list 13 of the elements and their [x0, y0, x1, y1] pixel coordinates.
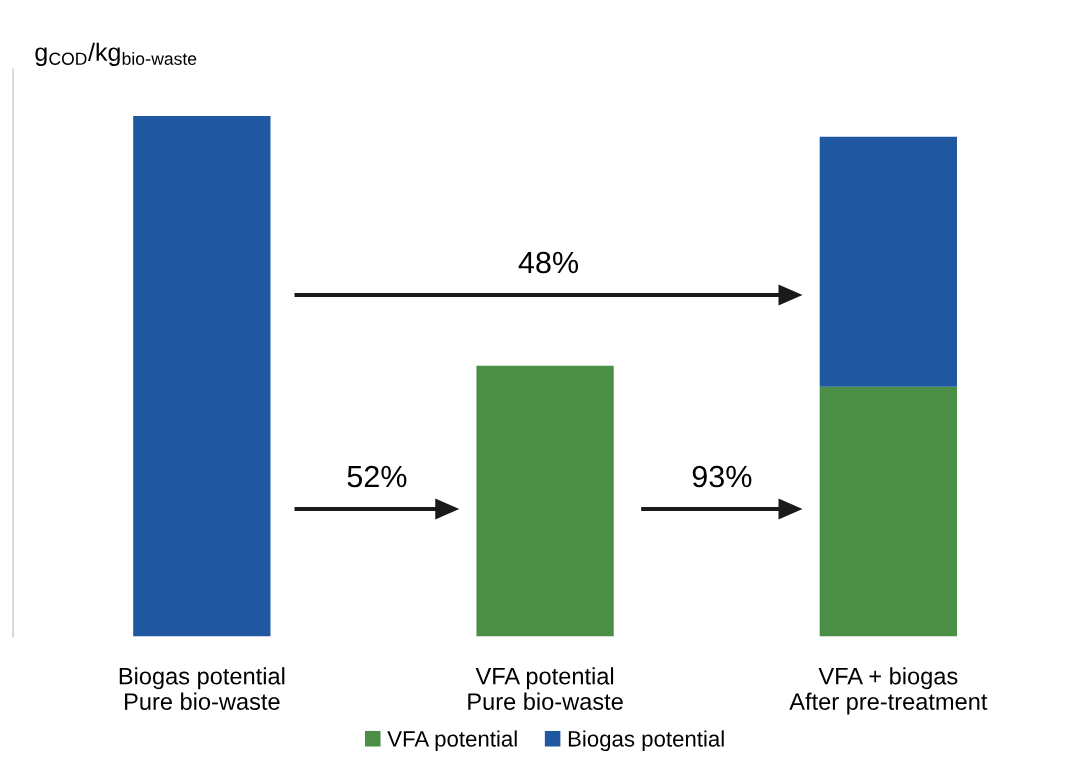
x-tick-label: VFA + biogas After pre-treatment	[789, 667, 988, 715]
bar	[133, 115, 271, 637]
bar	[819, 386, 957, 637]
annotation: 93%	[692, 465, 752, 488]
legend-label: VFA potential	[387, 730, 517, 752]
annotation: 48%	[518, 251, 579, 274]
annotation: 52%	[347, 465, 407, 488]
y-axis-title: g$_{COD}$/kg$_{bio-waste}$	[35, 42, 197, 66]
x-tick-label: VFA potential Pure bio-waste	[468, 667, 623, 710]
x-tick-label: Biogas potential Pure bio-waste	[119, 667, 285, 710]
bar	[819, 136, 957, 387]
bar	[476, 365, 614, 637]
legend-label: Biogas potential	[568, 730, 724, 752]
